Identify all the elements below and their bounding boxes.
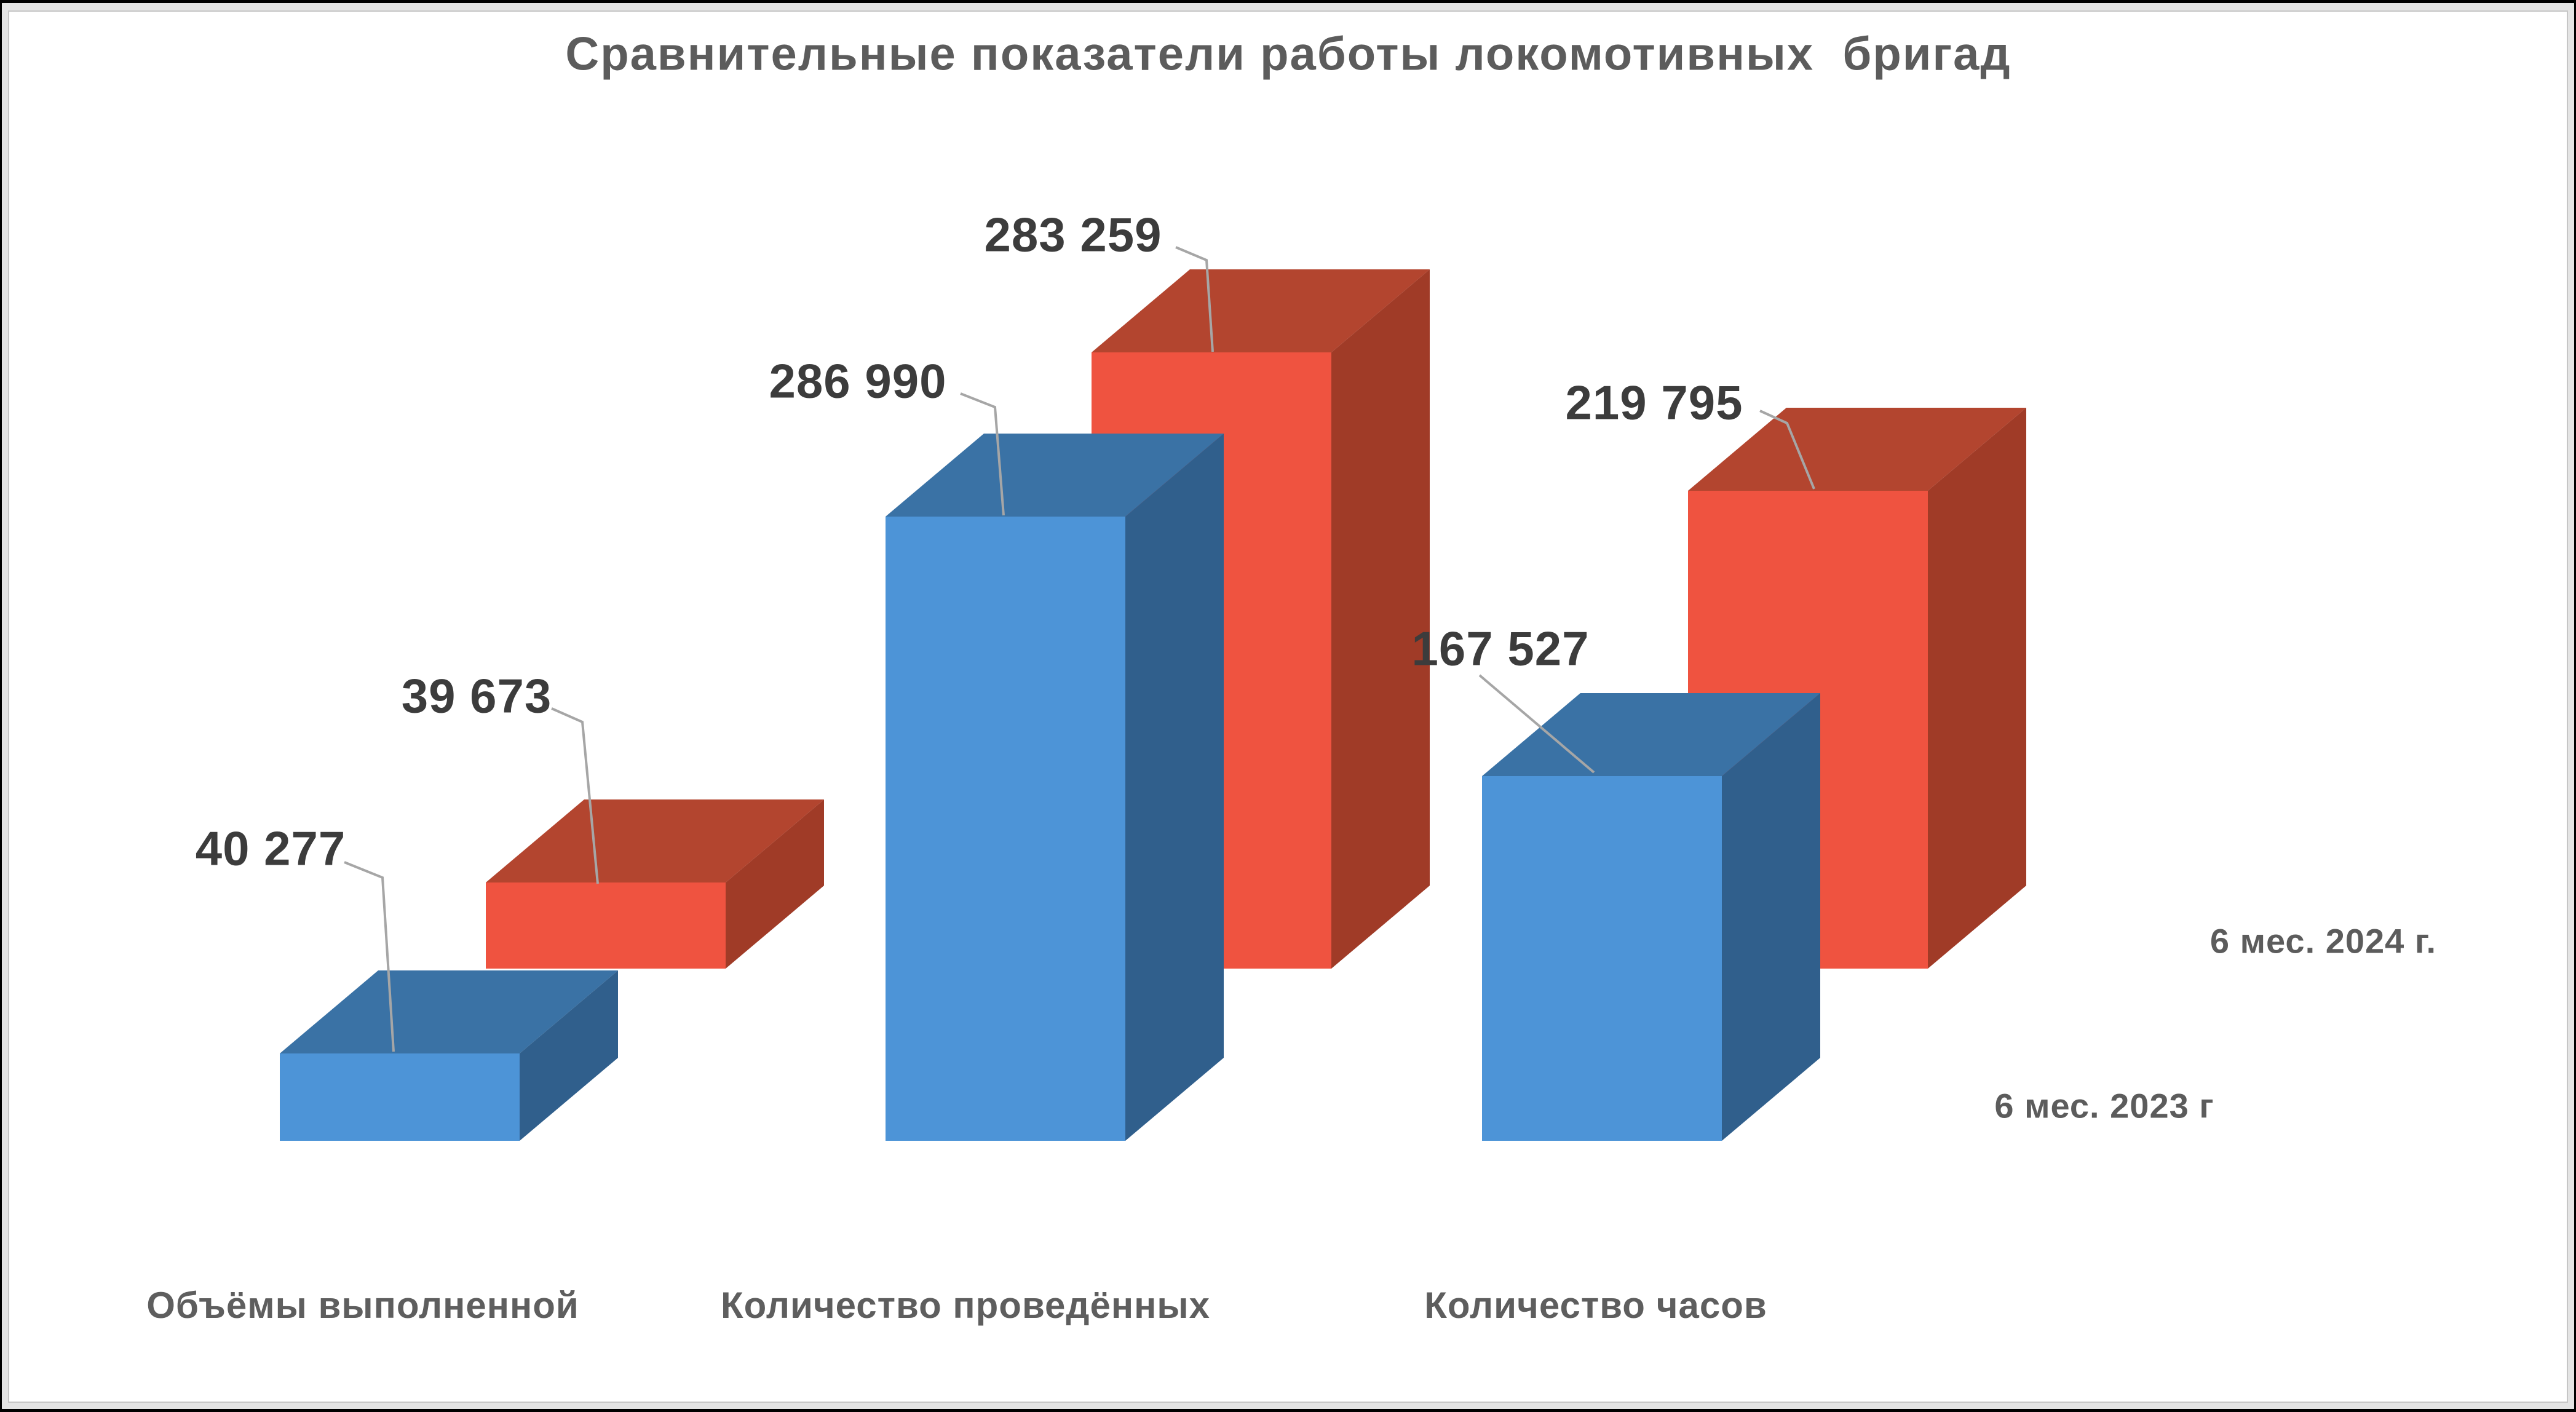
category-label-volumes-line1: Объёмы выполненной: [146, 1285, 579, 1326]
bar-2024-volumes: [486, 799, 824, 969]
bar-2023-overtime: [1482, 693, 1820, 1141]
bar-2023-volumes: [280, 970, 618, 1141]
bar-2023-volumes-front: [280, 1053, 520, 1141]
data-label-2024-overtime: 219 795: [1565, 375, 1743, 430]
category-label-overtime-line1: Количество часов: [1424, 1285, 1767, 1326]
bar-2024-volumes-top: [486, 799, 824, 883]
bar-2024-trains-top: [1092, 269, 1430, 352]
leader-line-2023-volumes: [344, 861, 395, 1052]
leader-line-2024-overtime: [1759, 410, 1815, 490]
chart-title: Сравнительные показатели работы локомоти…: [565, 28, 2011, 81]
category-label-volumes: Объёмы выполненной работы, млн. т-км бру…: [119, 1193, 606, 1412]
legend-label-2024: 6 мес. 2024 г.: [2209, 921, 2437, 961]
data-label-2024-trains: 283 259: [984, 207, 1162, 262]
bar-2024-trains-side: [1331, 269, 1430, 969]
category-label-overtime: Количество часов сверхурочной работы: [1387, 1193, 1805, 1412]
bar-2023-overtime-front: [1482, 776, 1722, 1141]
bar-2023-trains-front: [886, 517, 1125, 1141]
category-label-trains: Количество проведённых поездов: [721, 1193, 1210, 1412]
bar-2023-volumes-side: [520, 970, 618, 1141]
category-label-trains-line1: Количество проведённых: [721, 1285, 1210, 1326]
data-label-2023-overtime: 167 527: [1411, 621, 1590, 676]
leader-line-2023-overtime: [1478, 674, 1595, 774]
legend-label-2023: 6 мес. 2023 г: [1994, 1086, 2214, 1125]
leader-line-2023-trains: [960, 392, 1005, 516]
leader-line-2024-trains: [1175, 246, 1214, 352]
bar-2023-trains-top: [886, 434, 1224, 517]
leader-line-2024-volumes: [551, 707, 599, 884]
data-label-2023-volumes: 40 277: [195, 821, 346, 876]
bar-2024-overtime-top: [1688, 408, 2026, 491]
data-label-2023-trains: 286 990: [769, 354, 947, 408]
bar-2023-overtime-top: [1482, 693, 1820, 776]
bar-2023-trains-side: [1125, 434, 1224, 1141]
bar-2024-volumes-front: [486, 883, 726, 969]
bar-2024-overtime-side: [1928, 408, 2026, 969]
data-label-2024-volumes: 39 673: [401, 668, 552, 723]
bar-2024-volumes-side: [726, 799, 824, 969]
bar-2023-volumes-top: [280, 970, 618, 1053]
bar-2023-trains: [886, 434, 1224, 1141]
bar-2023-overtime-side: [1722, 693, 1820, 1141]
